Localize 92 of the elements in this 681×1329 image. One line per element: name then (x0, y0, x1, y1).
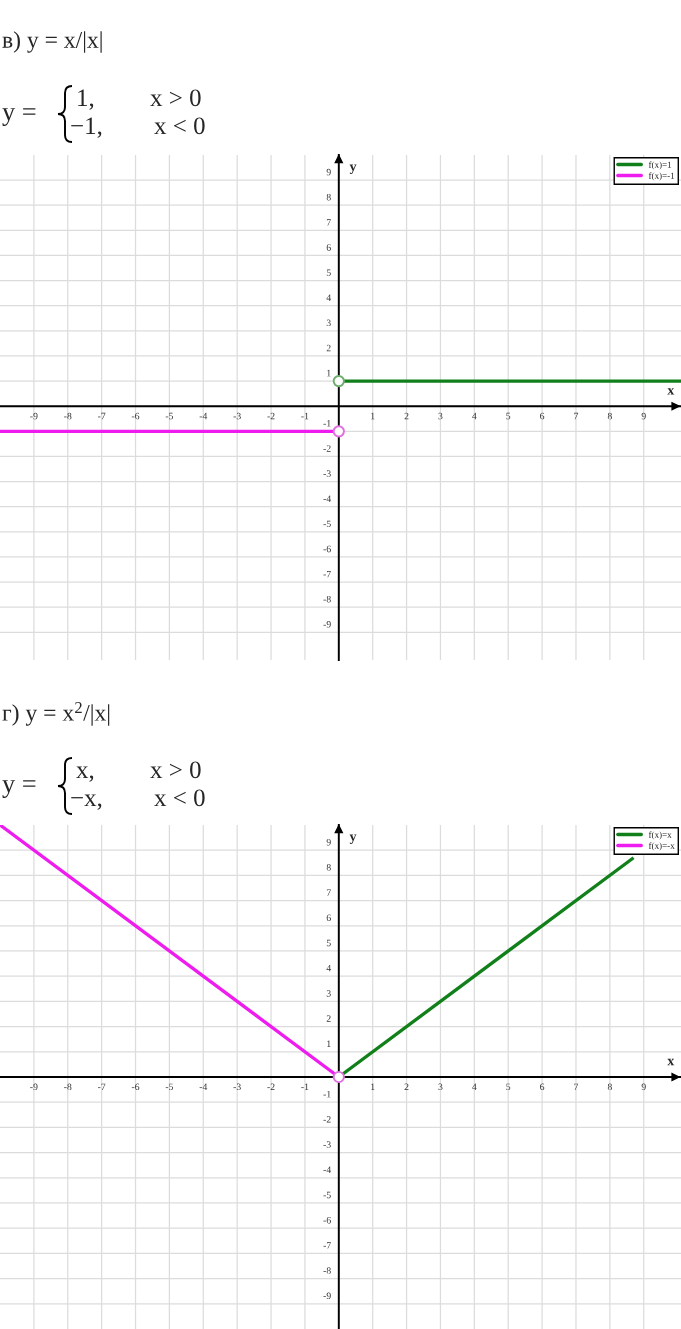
y-tick-label: 5 (326, 269, 331, 276)
y-tick-label: 2 (326, 344, 331, 352)
y-tick-label: 6 (326, 914, 331, 922)
y-tick-label: -8 (323, 1267, 331, 1274)
y-tick-label: 9 (326, 838, 331, 846)
y-tick-label: -8 (323, 595, 331, 603)
text: x > 0 (150, 761, 201, 779)
x-tick-label: 8 (607, 1083, 612, 1091)
y-tick-label: -6 (323, 545, 331, 553)
y-tick-label: 2 (326, 1015, 331, 1022)
y-tick-label: -7 (323, 570, 331, 578)
x-tick-label: 2 (404, 412, 409, 420)
x-tick-label: 3 (438, 412, 443, 420)
x-tick-label: 6 (540, 412, 545, 420)
y-tick-label: -9 (323, 1292, 331, 1300)
y-tick-label: -4 (323, 1166, 332, 1173)
legend-label: f(x)=x (648, 831, 672, 840)
x-tick-label: -5 (165, 412, 174, 420)
x-tick-label: -3 (233, 412, 241, 420)
y-tick-label: 4 (326, 294, 332, 301)
y-tick-label: -2 (323, 1116, 331, 1123)
x-tick-label: 7 (574, 412, 579, 420)
y-tick-label: 9 (326, 168, 331, 176)
chart-subtitle: y = (2, 108, 36, 126)
text: 1, (78, 89, 94, 110)
y-tick-label: -6 (323, 1216, 331, 1224)
x-tick-label: -7 (97, 412, 106, 420)
x-tick-label: -3 (233, 1083, 241, 1091)
x-tick-label: -5 (165, 1083, 174, 1091)
legend-label: f(x)=-x (648, 842, 675, 851)
text: x > 0 (150, 89, 201, 107)
y-tick-label: 8 (326, 864, 331, 871)
x-tick-label: 5 (506, 412, 511, 420)
x-tick-label: -2 (267, 412, 275, 420)
y-tick-label: 7 (326, 889, 331, 896)
y-tick-label: -5 (323, 520, 331, 528)
x-tick-label: -8 (64, 1083, 72, 1091)
x-tick-label: -8 (64, 412, 72, 420)
x-tick-label: -4 (199, 412, 208, 420)
x-tick-label: 9 (641, 1083, 646, 1091)
x-tick-label: 7 (574, 1083, 579, 1090)
text: −1, (71, 117, 102, 138)
x-axis-title: x (667, 1058, 675, 1066)
x-tick-label: 6 (540, 1083, 545, 1091)
x-tick-label: 3 (438, 1083, 443, 1091)
y-tick-label: 7 (326, 219, 331, 226)
x-tick-label: -1 (301, 412, 309, 420)
x-tick-label: 8 (607, 412, 612, 420)
x-tick-label: -1 (301, 1083, 309, 1090)
x-tick-label: 9 (641, 412, 646, 420)
y-tick-label: -3 (323, 470, 331, 477)
x-axis-title: x (667, 388, 675, 395)
y-tick-label: -1 (323, 1090, 331, 1098)
x-tick-label: 4 (472, 412, 477, 420)
x-tick-label: 4 (472, 1083, 477, 1090)
y-tick-label: -2 (323, 445, 331, 452)
legend-label: f(x)=-1 (648, 172, 675, 181)
legend-label: f(x)=1 (648, 161, 672, 170)
y-tick-label: -1 (323, 420, 331, 427)
x-tick-label: -9 (30, 412, 38, 420)
y-tick-label: 4 (326, 964, 332, 972)
x-tick-label: -7 (97, 1083, 106, 1090)
x-tick-label: 2 (404, 1083, 409, 1090)
text: −x, (71, 794, 102, 810)
y-tick-label: -4 (323, 495, 332, 502)
text: x < 0 (154, 789, 205, 807)
x-tick-label: 1 (371, 1083, 375, 1090)
x-tick-label: 5 (506, 1083, 511, 1091)
y-tick-label: 6 (326, 244, 331, 251)
x-tick-label: -9 (30, 1083, 38, 1091)
y-tick-label: -3 (323, 1141, 331, 1148)
y-tick-label: -5 (323, 1191, 331, 1199)
chart-title: в) y = x/|x| (2, 31, 102, 53)
y-tick-label: 1 (327, 1040, 331, 1047)
y-tick-label: 3 (326, 990, 331, 997)
y-tick-label: -9 (323, 621, 331, 628)
y-tick-label: -7 (323, 1242, 331, 1249)
y-tick-label: 1 (327, 369, 331, 377)
x-tick-label: -6 (131, 1083, 140, 1091)
y-tick-label: 8 (326, 193, 331, 201)
y-tick-label: 5 (326, 939, 331, 947)
x-tick-label: -4 (199, 1083, 208, 1090)
chart-title: г) y = x$^{2}$/|x| (2, 702, 110, 726)
x-tick-label: 1 (371, 412, 375, 420)
x-tick-label: -2 (267, 1083, 275, 1090)
x-tick-label: -6 (131, 412, 140, 420)
y-axis-title: y (349, 834, 357, 844)
text: x < 0 (154, 117, 205, 135)
y-tick-label: 3 (326, 319, 331, 327)
text: x, (76, 766, 94, 782)
y-axis-title: y (349, 164, 357, 174)
chart-subtitle: y = (2, 780, 36, 798)
